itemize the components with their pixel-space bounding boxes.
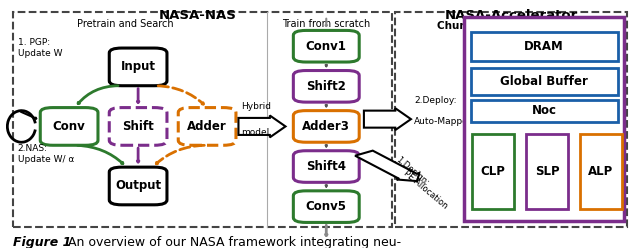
Text: Shift2: Shift2	[307, 80, 346, 93]
Text: Noc: Noc	[532, 104, 557, 117]
FancyBboxPatch shape	[470, 68, 618, 95]
FancyBboxPatch shape	[464, 17, 624, 221]
Text: Conv: Conv	[52, 120, 86, 133]
FancyBboxPatch shape	[525, 134, 568, 209]
Text: Shift: Shift	[122, 120, 154, 133]
Text: Figure 1: Figure 1	[13, 236, 71, 248]
Text: Hybrid: Hybrid	[241, 102, 271, 111]
Text: Output: Output	[115, 180, 161, 192]
FancyBboxPatch shape	[293, 151, 359, 182]
Text: 2.NAS:: 2.NAS:	[18, 144, 48, 153]
FancyBboxPatch shape	[470, 100, 618, 122]
Text: CLP: CLP	[481, 165, 506, 178]
Text: 1.Design:: 1.Design:	[394, 155, 430, 188]
Text: Adder3: Adder3	[302, 120, 350, 133]
Text: An overview of our NASA framework integrating neu-: An overview of our NASA framework integr…	[60, 236, 401, 248]
Text: Auto-Mapper: Auto-Mapper	[414, 117, 472, 126]
Text: Update W: Update W	[18, 49, 62, 58]
FancyBboxPatch shape	[293, 31, 359, 62]
FancyBboxPatch shape	[109, 108, 167, 145]
Text: Train from scratch: Train from scratch	[282, 20, 371, 30]
Text: Adder: Adder	[188, 120, 227, 133]
FancyArrow shape	[239, 116, 285, 137]
Text: 2.Deploy:: 2.Deploy:	[414, 95, 456, 105]
Text: model: model	[241, 128, 270, 137]
Text: NASA-Accelerator: NASA-Accelerator	[445, 8, 578, 22]
Text: Global Buffer: Global Buffer	[500, 75, 588, 88]
FancyBboxPatch shape	[293, 70, 359, 102]
Text: DRAM: DRAM	[524, 40, 564, 53]
Text: Input: Input	[120, 60, 156, 73]
FancyBboxPatch shape	[179, 108, 236, 145]
Text: Chunk-based Accelerator: Chunk-based Accelerator	[437, 21, 586, 31]
FancyBboxPatch shape	[580, 134, 622, 209]
FancyBboxPatch shape	[109, 167, 167, 205]
FancyBboxPatch shape	[293, 111, 359, 142]
Text: NASA-NAS: NASA-NAS	[159, 8, 237, 22]
Text: SLP: SLP	[535, 165, 559, 178]
Text: 1. PGP:: 1. PGP:	[18, 38, 50, 47]
Text: Conv5: Conv5	[306, 200, 347, 213]
Text: ALP: ALP	[588, 165, 614, 178]
FancyBboxPatch shape	[293, 191, 359, 222]
FancyBboxPatch shape	[109, 48, 167, 86]
Text: Conv1: Conv1	[306, 40, 347, 53]
Text: Pretrain and Search: Pretrain and Search	[77, 20, 174, 30]
FancyBboxPatch shape	[470, 32, 618, 61]
Text: Shift4: Shift4	[307, 160, 346, 173]
FancyArrow shape	[355, 151, 419, 181]
FancyBboxPatch shape	[40, 108, 98, 145]
Text: Update W/ α: Update W/ α	[18, 155, 74, 164]
FancyBboxPatch shape	[472, 134, 515, 209]
Text: PE Allocation: PE Allocation	[401, 168, 449, 210]
FancyArrow shape	[364, 108, 411, 130]
